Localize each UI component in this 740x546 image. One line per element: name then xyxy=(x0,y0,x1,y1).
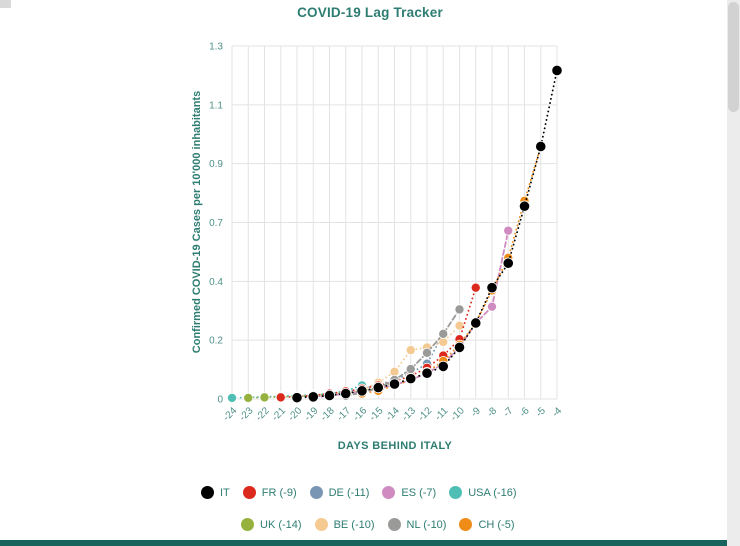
series-marker-it xyxy=(486,282,498,294)
legend-label-ch: CH (-5) xyxy=(478,518,515,531)
series-marker-nl xyxy=(405,364,416,375)
x-tick-label: -8 xyxy=(485,405,499,419)
legend-marker-ch xyxy=(459,518,473,531)
series-marker-it xyxy=(437,360,449,373)
legend-item-usa: USA (-16) xyxy=(449,486,517,499)
legend-item-ch: CH (-5) xyxy=(459,518,515,531)
y-tick-label: 0.2 xyxy=(209,336,223,347)
series-marker-it xyxy=(323,389,336,402)
series-marker-it xyxy=(535,140,547,153)
legend-marker-usa xyxy=(449,486,463,499)
y-axis-title: Confirmed COVID-19 Cases per 10'000 inha… xyxy=(191,90,203,354)
y-tick-label: 1.3 xyxy=(209,42,223,53)
legend-marker-it xyxy=(201,486,214,499)
series-marker-uk xyxy=(243,392,254,403)
chart-legend: IT FR (-9) DE (-11) ES (-7) USA (-16) UK (-14… xyxy=(0,483,740,546)
legend-item-nl: NL (-10) xyxy=(387,518,447,531)
legend-row: UK (-14) BE (-10) NL (-10) CH (-5) xyxy=(241,515,740,534)
series-marker-be xyxy=(405,345,416,356)
series-marker-it xyxy=(421,367,433,379)
x-tick-label: -18 xyxy=(319,405,337,423)
series-marker-fr xyxy=(470,282,481,293)
legend-label-it: IT xyxy=(220,486,230,499)
legend-item-uk: UK (-14) xyxy=(241,518,302,531)
legend-marker-nl xyxy=(387,518,401,531)
x-tick-label: -15 xyxy=(367,405,385,423)
legend-item-be: BE (-10) xyxy=(314,518,375,531)
series-marker-es xyxy=(486,301,497,312)
series-line-uk xyxy=(247,381,396,399)
y-tick-label: 0.9 xyxy=(209,159,223,170)
x-tick-label: -10 xyxy=(449,405,467,423)
x-tick-label: -20 xyxy=(286,405,304,423)
series-marker-usa xyxy=(226,392,237,403)
scrollbar-thumb[interactable] xyxy=(728,2,739,112)
legend-label-usa: USA (-16) xyxy=(468,486,517,499)
legend-item-es: ES (-7) xyxy=(382,486,436,499)
x-tick-label: -17 xyxy=(335,405,353,423)
legend-label-nl: NL (-10) xyxy=(406,518,447,531)
x-axis-title: DAYS BEHIND ITALY xyxy=(337,440,453,452)
legend-label-fr: FR (-9) xyxy=(261,486,297,499)
x-tick-label: -9 xyxy=(469,405,483,419)
series-marker-nl xyxy=(454,304,465,315)
legend-marker-es xyxy=(382,486,396,499)
series-marker-it xyxy=(551,64,563,77)
legend-label-de: DE (-11) xyxy=(328,486,370,499)
legend-item-fr: FR (-9) xyxy=(242,486,297,499)
y-tick-label: 0.7 xyxy=(209,218,223,229)
series-marker-es xyxy=(503,225,514,236)
legend-marker-uk xyxy=(241,518,254,531)
x-tick-label: -5 xyxy=(534,405,548,419)
series-marker-it xyxy=(405,373,417,385)
legend-label-es: ES (-7) xyxy=(401,486,437,499)
scrollbar-track[interactable] xyxy=(727,0,740,546)
x-tick-label: -13 xyxy=(400,405,418,423)
series-marker-nl xyxy=(421,347,432,358)
series-line-be xyxy=(328,324,461,398)
x-tick-label: -7 xyxy=(501,405,515,419)
series-marker-it xyxy=(502,257,514,269)
series-marker-be xyxy=(454,320,465,331)
x-tick-label: -14 xyxy=(384,405,402,423)
series-marker-it xyxy=(356,385,368,397)
x-tick-label: -6 xyxy=(518,405,532,419)
legend-item-it: IT xyxy=(201,486,230,499)
y-tick-label: 0 xyxy=(217,395,223,406)
series-marker-fr xyxy=(275,392,286,403)
series-marker-it xyxy=(453,341,466,354)
x-tick-label: -16 xyxy=(351,405,369,423)
series-marker-it xyxy=(388,378,401,390)
legend-item-de: DE (-11) xyxy=(309,486,370,499)
series-marker-it xyxy=(291,392,303,404)
series-marker-it xyxy=(518,200,531,212)
series-marker-it xyxy=(372,381,384,394)
legend-marker-be xyxy=(314,518,328,531)
x-tick-label: -19 xyxy=(302,405,320,423)
legend-marker-fr xyxy=(242,486,256,499)
series-marker-it xyxy=(470,317,482,329)
series-marker-it xyxy=(307,391,319,403)
series-marker-nl xyxy=(438,328,449,339)
x-tick-label: -4 xyxy=(550,405,564,419)
legend-marker-de xyxy=(309,486,323,499)
legend-row: IT FR (-9) DE (-11) ES (-7) USA (-16) xyxy=(201,483,740,502)
x-tick-label: -11 xyxy=(433,405,451,423)
y-tick-label: 1.1 xyxy=(209,100,223,111)
legend-label-uk: UK (-14) xyxy=(260,518,302,531)
y-tick-label: 0.4 xyxy=(209,277,223,288)
x-tick-label: -21 xyxy=(270,405,288,423)
corner-fragment xyxy=(0,0,11,8)
lag-chart-plot: 0 0.2 0.4 0.7 0.9 1.1 1.3 -24-23-22-21-20-19-18… xyxy=(209,42,564,424)
bottom-bar xyxy=(0,540,740,546)
series-marker-it xyxy=(340,387,352,400)
legend-label-be: BE (-10) xyxy=(333,518,375,531)
x-tick-label: -22 xyxy=(254,405,272,423)
x-tick-label: -12 xyxy=(416,405,434,423)
x-tick-label: -23 xyxy=(237,405,255,423)
chart-title: COVID-19 Lag Tracker xyxy=(297,5,443,20)
series-marker-uk xyxy=(259,392,270,403)
x-tick-label: -24 xyxy=(221,405,239,423)
